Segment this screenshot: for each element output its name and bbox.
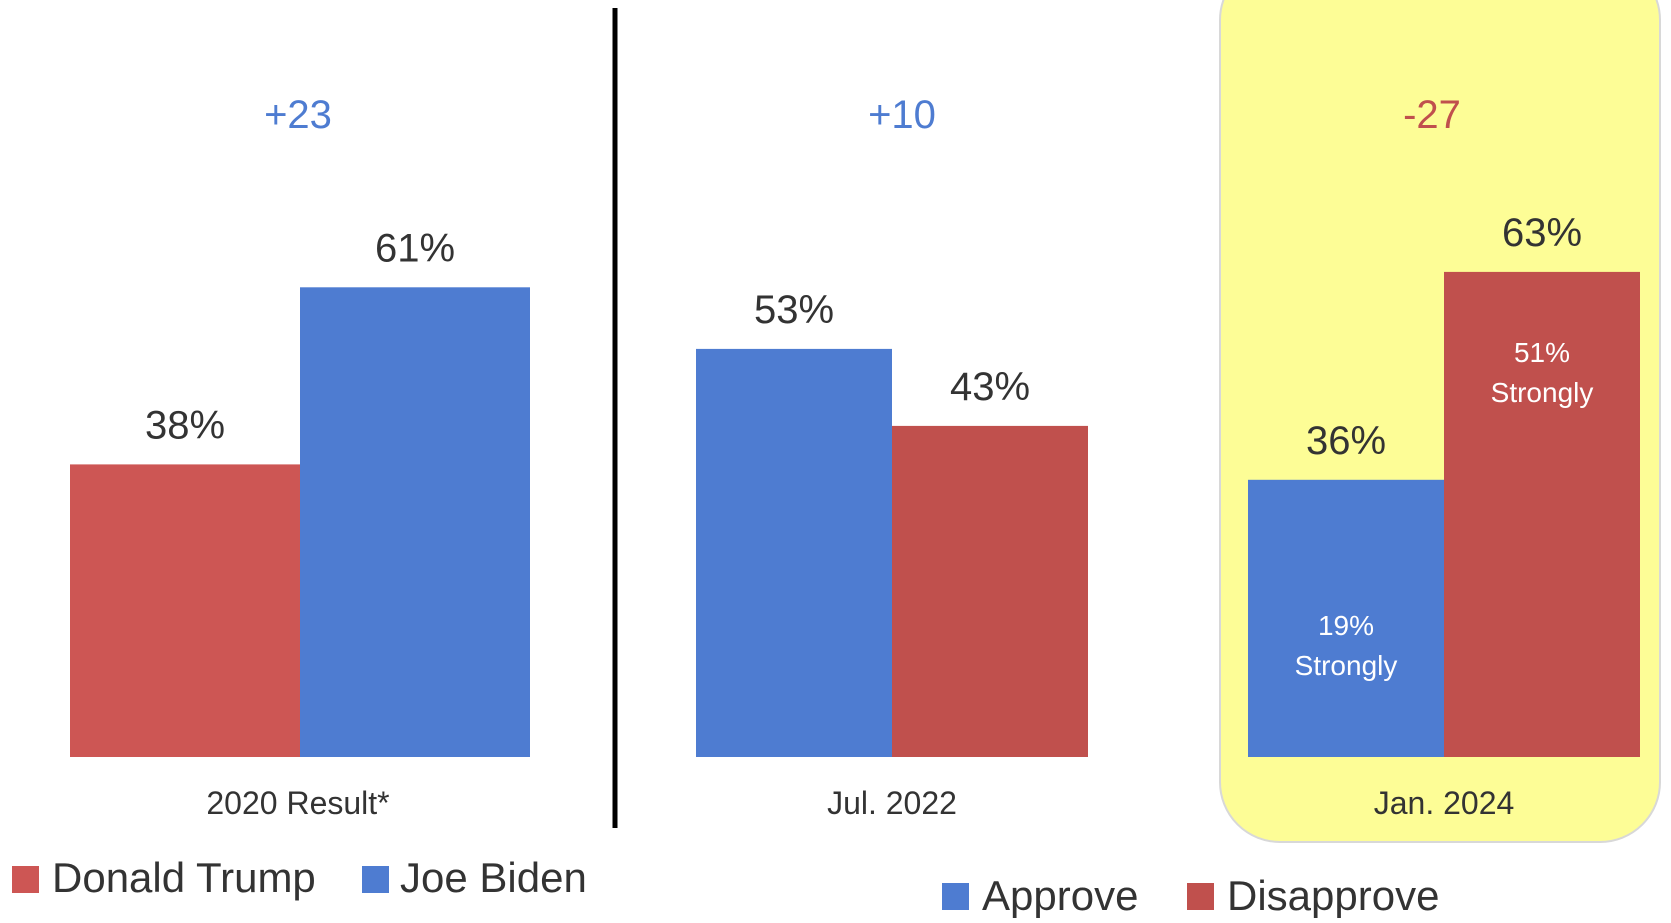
- legend-election: Donald Trump Joe Biden: [12, 854, 587, 901]
- bar-approve-jul-2022: [696, 348, 892, 757]
- inner-label-approve-strongly-text: Strongly: [1295, 650, 1398, 681]
- inner-label-disapprove-strongly-value: 51%: [1514, 337, 1570, 368]
- category-label-jan-2024: Jan. 2024: [1374, 785, 1515, 821]
- bar-joe-biden-2020: [300, 287, 530, 757]
- category-label-jul-2022: Jul. 2022: [827, 785, 957, 821]
- value-label-joe-biden-2020: 61%: [375, 226, 455, 270]
- legend-label-approve: Approve: [982, 872, 1138, 918]
- legend-swatch-joe-biden: [362, 866, 389, 893]
- legend-approval: Approve Disapprove: [942, 872, 1439, 919]
- inner-label-disapprove-strongly-text: Strongly: [1491, 377, 1594, 408]
- bar-donald-trump-2020: [70, 464, 300, 757]
- legend-swatch-approve: [942, 883, 969, 910]
- category-label-2020-result: 2020 Result*: [206, 785, 389, 821]
- value-label-approve-jul-2022: 53%: [754, 288, 834, 332]
- election-result-chart: 38% 61% +23 2020 Result*: [70, 93, 530, 821]
- margin-label-jul-2022: +10: [868, 93, 936, 137]
- margin-label-jan-2024: -27: [1403, 93, 1461, 137]
- legend-swatch-disapprove: [1187, 883, 1214, 910]
- approval-chart: 53% 43% 36% 63% 19% Strongly 51% Strongl…: [696, 93, 1640, 821]
- legend-label-joe-biden: Joe Biden: [400, 854, 587, 901]
- bar-disapprove-jul-2022: [892, 425, 1088, 757]
- value-label-disapprove-jan-2024: 63%: [1502, 211, 1582, 255]
- inner-label-approve-strongly-value: 19%: [1318, 610, 1374, 641]
- bar-disapprove-jan-2024: [1444, 271, 1640, 757]
- legend-label-donald-trump: Donald Trump: [52, 854, 316, 901]
- margin-label-2020: +23: [264, 93, 332, 137]
- value-label-donald-trump-2020: 38%: [145, 403, 225, 447]
- bar-approve-jan-2024: [1248, 479, 1444, 757]
- legend-swatch-donald-trump: [12, 866, 39, 893]
- value-label-disapprove-jul-2022: 43%: [950, 365, 1030, 409]
- value-label-approve-jan-2024: 36%: [1306, 419, 1386, 463]
- legend-label-disapprove: Disapprove: [1227, 872, 1439, 918]
